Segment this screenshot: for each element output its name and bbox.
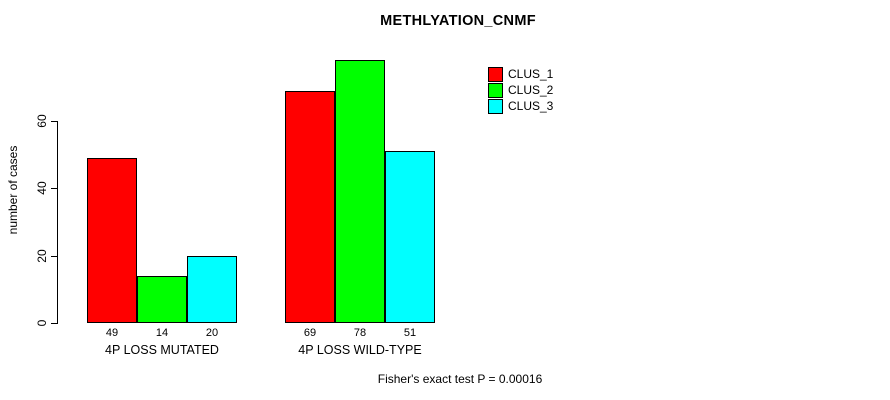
bar-clus_3 bbox=[385, 151, 435, 323]
y-axis-tick-label: 0 bbox=[35, 319, 49, 327]
bar-clus_3 bbox=[187, 255, 237, 323]
category-label: 4P LOSS MUTATED bbox=[105, 343, 219, 357]
y-axis-tick bbox=[51, 255, 58, 257]
y-axis-tick bbox=[51, 188, 58, 190]
chart-title: METHLYATION_CNMF bbox=[380, 13, 536, 29]
y-axis-line bbox=[57, 121, 58, 324]
legend-swatch-clus_1 bbox=[488, 67, 503, 82]
legend-label: CLUS_3 bbox=[508, 99, 554, 113]
bar-value-label: 20 bbox=[205, 327, 219, 339]
legend-label: CLUS_1 bbox=[508, 67, 554, 81]
legend-swatch-clus_2 bbox=[488, 83, 503, 98]
y-axis-label: number of cases bbox=[6, 145, 20, 235]
bar-clus_2 bbox=[335, 60, 385, 323]
bar-clus_1 bbox=[87, 158, 137, 323]
bar-value-label: 78 bbox=[353, 327, 367, 339]
y-axis-tick bbox=[51, 121, 58, 122]
bar-value-label: 49 bbox=[105, 327, 119, 339]
bar-clus_1 bbox=[285, 90, 335, 323]
annotation-text: Fisher's exact test P = 0.00016 bbox=[377, 372, 543, 386]
y-axis-tick-label: 60 bbox=[35, 114, 49, 128]
y-axis-tick-label: 20 bbox=[35, 248, 49, 263]
y-axis-tick-label: 40 bbox=[35, 181, 49, 196]
legend-label: CLUS_2 bbox=[508, 83, 554, 97]
bar-value-label: 14 bbox=[155, 327, 169, 339]
bar-clus_2 bbox=[137, 275, 187, 323]
y-axis-tick bbox=[51, 323, 58, 324]
bar-value-label: 51 bbox=[403, 327, 417, 339]
category-label: 4P LOSS WILD-TYPE bbox=[298, 343, 422, 357]
legend-swatch-clus_3 bbox=[488, 99, 503, 114]
bar-value-label: 69 bbox=[303, 327, 317, 339]
